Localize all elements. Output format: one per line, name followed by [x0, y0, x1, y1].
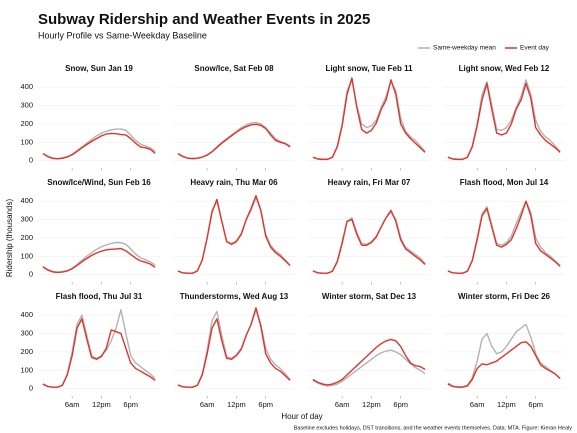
x-tick-label: 6am [200, 400, 215, 409]
panel-title: Winter storm, Fri Dec 26 [458, 292, 551, 301]
series-line [42, 241, 156, 273]
x-tick-label: 12pm [362, 400, 381, 409]
panel-title: Flash flood, Thu Jul 31 [56, 292, 143, 301]
panel-title: Snow/Ice, Sat Feb 08 [194, 64, 274, 73]
series-line [177, 196, 291, 274]
series-line [177, 194, 291, 274]
x-tick-label: 6pm [123, 400, 138, 409]
panel-title: Snow/Ice/Wind, Sun Feb 16 [47, 178, 151, 187]
y-tick-label: 200 [20, 233, 33, 242]
x-tick-label: 6am [470, 400, 485, 409]
x-tick-label: 6pm [258, 400, 273, 409]
series-line [42, 318, 156, 388]
y-tick-label: 400 [20, 82, 33, 91]
panel-title: Flash flood, Mon Jul 14 [460, 178, 549, 187]
y-tick-label: 0 [29, 270, 33, 279]
y-tick-label: 200 [20, 347, 33, 356]
x-tick-label: 12pm [497, 400, 516, 409]
y-tick-label: 300 [20, 215, 33, 224]
panel-title: Light snow, Tue Feb 11 [325, 64, 413, 73]
y-tick-label: 400 [20, 310, 33, 319]
y-tick-label: 0 [29, 384, 33, 393]
y-tick-label: 300 [20, 101, 33, 110]
legend-label: Event day [520, 45, 550, 52]
series-line [447, 79, 561, 160]
series-line [42, 308, 156, 388]
panel-title: Winter storm, Sat Dec 13 [322, 292, 417, 301]
series-line [312, 79, 426, 160]
series-line [312, 209, 426, 274]
footnote: Baseline excludes holidays, DST transiti… [294, 425, 573, 431]
chart-title: Subway Ridership and Weather Events in 2… [38, 11, 370, 28]
series-line [177, 121, 291, 160]
chart-subtitle: Hourly Profile vs Same-Weekday Baseline [38, 30, 207, 40]
y-tick-label: 100 [20, 365, 33, 374]
panel-title: Heavy rain, Fri Mar 07 [328, 178, 411, 187]
y-tick-label: 0 [29, 156, 33, 165]
x-tick-label: 6pm [393, 400, 408, 409]
series-line [312, 349, 426, 387]
series-line [312, 211, 426, 274]
series-line [312, 77, 426, 161]
panel-title: Thunderstorms, Wed Aug 13 [180, 292, 289, 301]
y-tick-label: 300 [20, 329, 33, 338]
x-tick-label: 6pm [528, 400, 543, 409]
x-axis-label: Hour of day [281, 412, 322, 421]
series-line [177, 123, 291, 160]
series-line [177, 308, 291, 388]
x-tick-label: 12pm [227, 400, 246, 409]
y-axis-label: Ridership (thousands) [5, 199, 14, 278]
series-line [312, 338, 426, 386]
y-tick-label: 400 [20, 196, 33, 205]
y-tick-label: 100 [20, 251, 33, 260]
y-tick-label: 200 [20, 119, 33, 128]
series-line [42, 128, 156, 160]
series-line [42, 132, 156, 160]
panel-title: Snow, Sun Jan 19 [65, 64, 133, 73]
series-line [447, 200, 561, 274]
series-line [177, 307, 291, 388]
x-tick-label: 6am [65, 400, 80, 409]
series-line [447, 200, 561, 274]
panel-title: Heavy rain, Thu Mar 06 [190, 178, 278, 187]
series-line [42, 247, 156, 274]
x-tick-label: 6am [335, 400, 350, 409]
legend-label: Same-weekday mean [433, 45, 496, 52]
x-tick-label: 12pm [92, 400, 111, 409]
series-line [447, 341, 561, 388]
panel-title: Light snow, Wed Feb 12 [459, 64, 550, 73]
y-tick-label: 100 [20, 137, 33, 146]
series-line [447, 82, 561, 161]
